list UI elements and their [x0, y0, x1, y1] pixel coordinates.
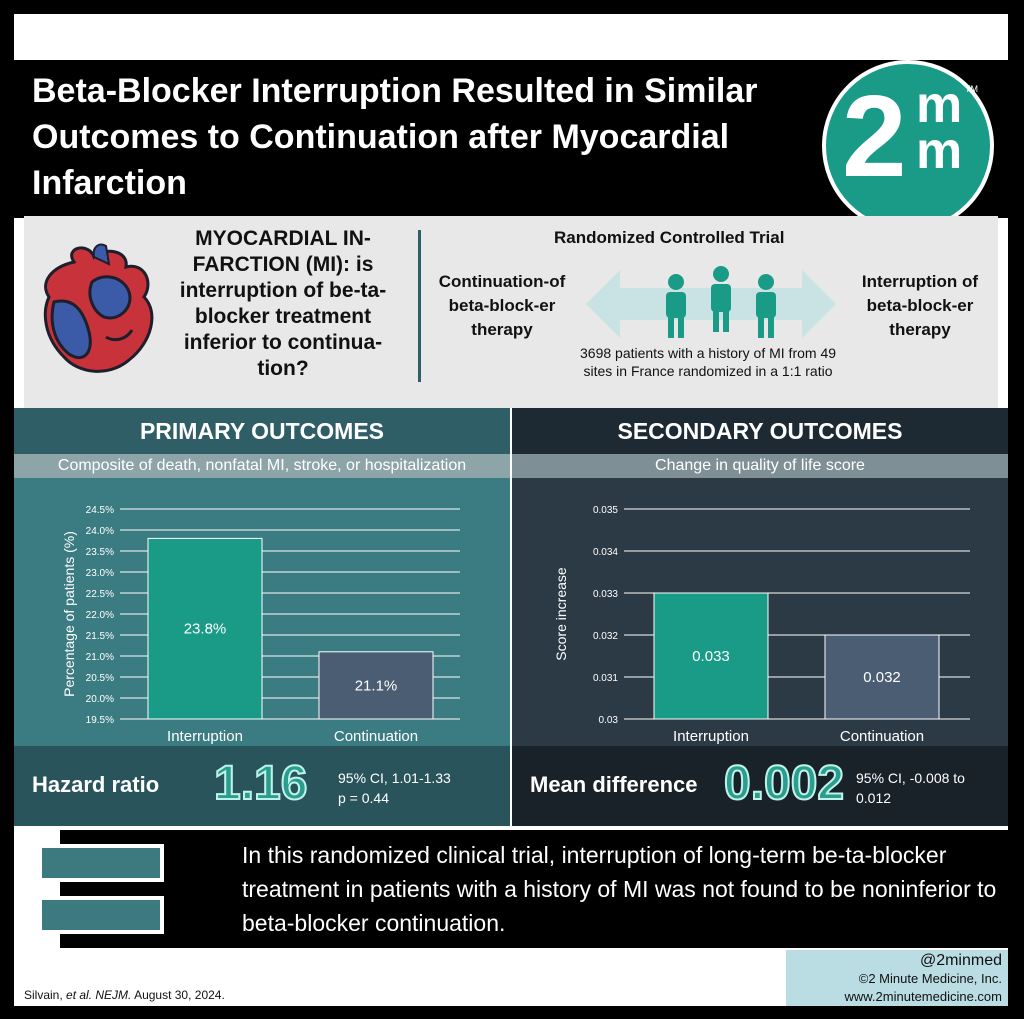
secondary-ci: 95% CI, -0.008 to 0.012	[856, 770, 965, 806]
social-handle: @2minmed	[919, 952, 1002, 969]
primary-bar-chart: 19.5% 20.0% 20.5% 21.0% 21.5% 22.0% 22.5% 23.0%…	[61, 505, 460, 745]
trial-description: 3698 patients with a history of MI from …	[580, 345, 837, 379]
y-tick-label: 0.03	[599, 715, 619, 726]
primary-ci: 95% CI, 1.01-1.33 p = 0.44	[338, 770, 451, 806]
divider	[418, 230, 421, 382]
y-tick-label: 22.5%	[86, 589, 114, 600]
y-tick-label: 20.5%	[86, 673, 114, 684]
heart-icon	[43, 243, 154, 373]
secondary-outcomes-panel: SECONDARY OUTCOMES Change in quality of …	[512, 408, 1008, 826]
primary-subheading: Composite of death, nonfatal MI, stroke,…	[14, 454, 510, 478]
double-arrow-people-icon	[586, 266, 836, 338]
y-tick-label: 0.034	[593, 547, 618, 558]
conclusion-icon-bar	[38, 844, 164, 882]
mean-difference-value: 0.002	[723, 756, 845, 811]
y-tick-label: 19.5%	[86, 715, 114, 726]
copyright: ©2 Minute Medicine, Inc.	[858, 971, 1002, 986]
conclusion-text: In this randomized clinical trial, inter…	[242, 842, 997, 936]
y-tick-label: 23.5%	[86, 547, 114, 558]
secondary-bar-chart: 0.03 0.031 0.032 0.033 0.034 0.035 Score incre…	[553, 505, 970, 745]
question-band: MYOCARDIAL IN-FARCTION (MI): is interrup…	[24, 216, 998, 408]
secondary-result: Mean difference 0.002 95% CI, -0.008 to …	[512, 746, 1008, 826]
data-label: 0.032	[863, 669, 901, 686]
bar-interruption	[653, 592, 769, 720]
y-tick-label: 22.0%	[86, 610, 114, 621]
bar-continuation	[824, 634, 940, 720]
primary-outcomes-panel: PRIMARY OUTCOMES Composite of death, non…	[14, 408, 510, 826]
mean-difference-label: Mean difference	[530, 772, 698, 797]
question-text: MYOCARDIAL IN-FARCTION (MI): is interrup…	[179, 227, 387, 380]
header: Beta-Blocker Interruption Resulted in Si…	[14, 60, 1008, 232]
bar-continuation	[318, 651, 434, 720]
primary-heading: PRIMARY OUTCOMES	[139, 418, 385, 444]
y-tick-label: 24.0%	[86, 526, 114, 537]
y-axis-title: Percentage of patients (%)	[61, 531, 77, 697]
citation: Silvain, et al. NEJM. August 30, 2024.	[24, 988, 225, 1002]
y-tick-label: 0.031	[593, 673, 618, 684]
secondary-heading: SECONDARY OUTCOMES	[617, 418, 903, 444]
bar-interruption	[147, 537, 263, 720]
x-tick-label: Interruption	[167, 728, 243, 745]
x-tick-label: Continuation	[334, 728, 418, 745]
y-tick-label: 20.0%	[86, 694, 114, 705]
hazard-ratio-value: 1.16	[213, 756, 308, 811]
x-tick-label: Continuation	[840, 728, 924, 745]
infographic-frame: Beta-Blocker Interruption Resulted in Si…	[14, 14, 1008, 1006]
primary-result: Hazard ratio 1.16 95% CI, 1.01-1.33 p = …	[14, 746, 510, 826]
y-tick-label: 0.035	[593, 505, 618, 516]
hazard-ratio-label: Hazard ratio	[32, 772, 160, 797]
website-link[interactable]: www.2minutemedicine.com	[844, 989, 1002, 1004]
y-tick-label: 21.5%	[86, 631, 114, 642]
page-title: Beta-Blocker Interruption Resulted in Si…	[32, 72, 758, 202]
logo-numeral: 2	[842, 71, 907, 201]
logo-trademark: TM	[965, 84, 978, 94]
y-tick-label: 23.0%	[86, 568, 114, 579]
y-tick-label: 0.032	[593, 631, 618, 642]
data-label: 21.1%	[355, 677, 398, 694]
credits: @2minmed ©2 Minute Medicine, Inc. www.2m…	[786, 950, 1008, 1006]
secondary-chart: 0.03 0.031 0.032 0.033 0.034 0.035 Score incre…	[512, 478, 1008, 746]
conclusion-band: In this randomized clinical trial, inter…	[38, 830, 1008, 948]
secondary-subheading: Change in quality of life score	[512, 454, 1008, 478]
primary-chart: 19.5% 20.0% 20.5% 21.0% 21.5% 22.0% 22.5% 23.0%…	[14, 478, 510, 746]
data-label: 0.033	[692, 648, 730, 665]
y-tick-label: 0.033	[593, 589, 618, 600]
y-tick-label: 21.0%	[86, 652, 114, 663]
x-tick-label: Interruption	[673, 728, 749, 745]
data-label: 23.8%	[184, 621, 227, 638]
arm-interruption: Interruption of beta-block-er therapy	[861, 272, 979, 339]
conclusion-icon-bar	[38, 896, 164, 934]
arm-continuation: Continuation-of beta-block-er therapy	[438, 272, 566, 339]
y-axis-title: Score increase	[553, 567, 569, 661]
y-tick-label: 24.5%	[86, 505, 114, 516]
trial-title: Randomized Controlled Trial	[554, 228, 785, 247]
